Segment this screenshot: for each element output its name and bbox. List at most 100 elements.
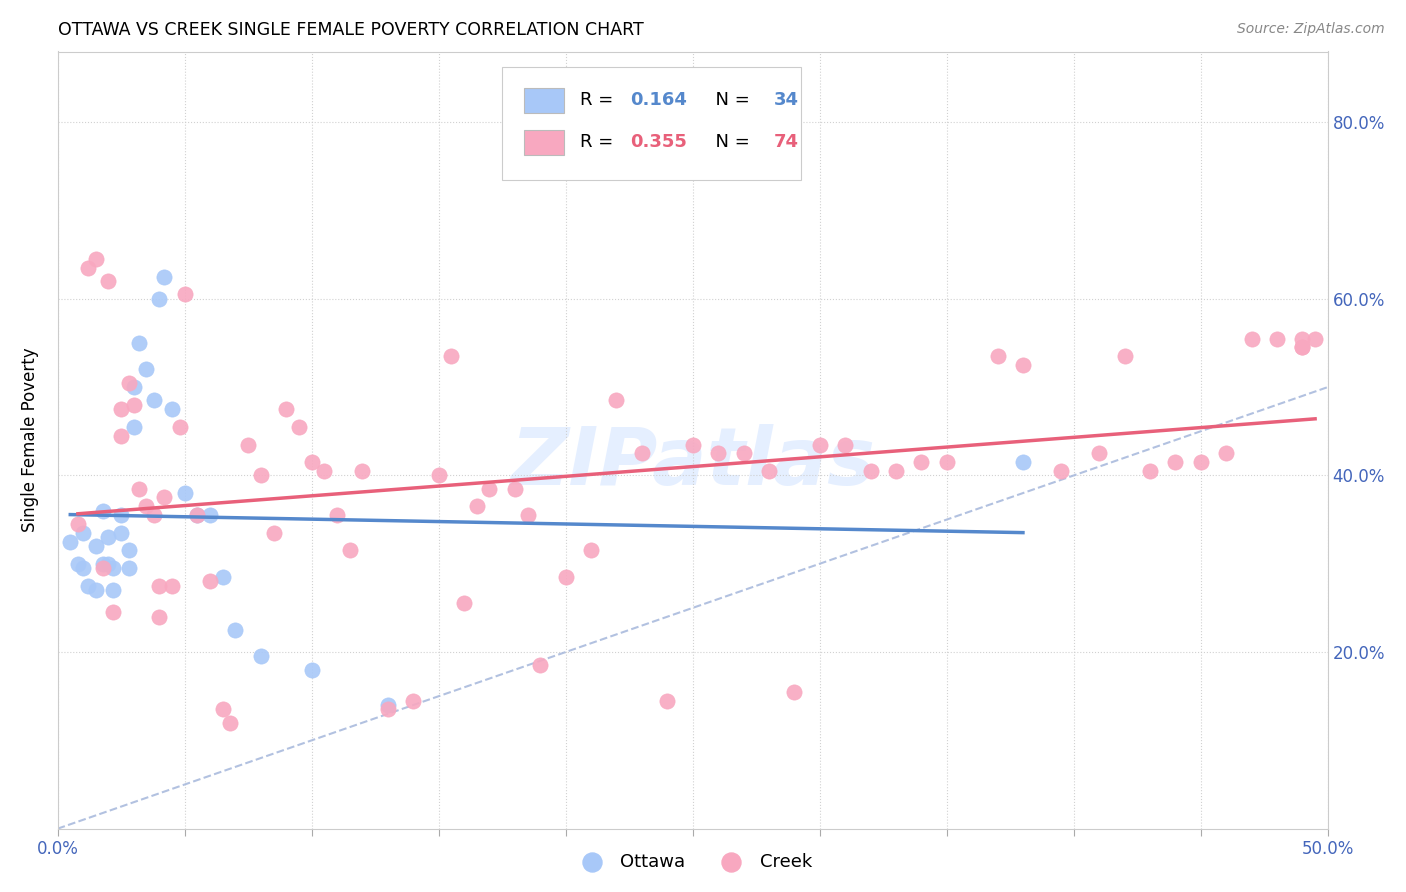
Text: 34: 34	[773, 92, 799, 110]
Point	[1291, 332, 1313, 346]
Point	[605, 393, 627, 408]
Point	[250, 649, 273, 664]
Point	[935, 455, 957, 469]
Point	[72, 561, 94, 575]
Point	[657, 693, 679, 707]
Point	[529, 658, 551, 673]
Point	[707, 446, 730, 460]
Point	[219, 715, 242, 730]
Point	[198, 574, 221, 589]
Point	[143, 393, 166, 408]
Point	[288, 420, 311, 434]
Point	[173, 486, 195, 500]
Point	[122, 380, 145, 394]
Point	[122, 398, 145, 412]
Point	[148, 292, 170, 306]
Point	[440, 349, 463, 363]
Text: 0.164: 0.164	[630, 92, 688, 110]
Point	[301, 663, 323, 677]
Point	[160, 579, 183, 593]
Point	[377, 702, 399, 716]
Point	[1189, 455, 1212, 469]
Point	[465, 500, 488, 514]
Y-axis label: Single Female Poverty: Single Female Poverty	[21, 348, 39, 533]
Point	[84, 252, 107, 266]
Point	[859, 464, 882, 478]
Point	[110, 402, 132, 417]
Point	[148, 609, 170, 624]
Point	[224, 623, 246, 637]
Point	[986, 349, 1008, 363]
Point	[97, 530, 120, 544]
Point	[103, 561, 125, 575]
Point	[103, 583, 125, 598]
Text: ZIPatlas: ZIPatlas	[510, 425, 875, 502]
Text: Source: ZipAtlas.com: Source: ZipAtlas.com	[1237, 22, 1385, 37]
Point	[1164, 455, 1187, 469]
Point	[1114, 349, 1136, 363]
Point	[783, 685, 806, 699]
Point	[59, 534, 82, 549]
Point	[198, 508, 221, 523]
Point	[97, 274, 120, 288]
Point	[276, 402, 298, 417]
Point	[135, 362, 157, 376]
Point	[211, 702, 233, 716]
Point	[110, 428, 132, 442]
Point	[733, 446, 755, 460]
Point	[682, 437, 704, 451]
Point	[118, 561, 141, 575]
Text: R =: R =	[579, 92, 619, 110]
Point	[84, 539, 107, 553]
Point	[153, 491, 176, 505]
Point	[808, 437, 831, 451]
Point	[1215, 446, 1237, 460]
Point	[250, 468, 273, 483]
Point	[91, 557, 114, 571]
Point	[631, 446, 654, 460]
Point	[910, 455, 932, 469]
Point	[1139, 464, 1161, 478]
Text: OTTAWA VS CREEK SINGLE FEMALE POVERTY CORRELATION CHART: OTTAWA VS CREEK SINGLE FEMALE POVERTY CO…	[58, 21, 644, 39]
Point	[1265, 332, 1288, 346]
Text: R =: R =	[579, 134, 619, 152]
Point	[118, 543, 141, 558]
Point	[211, 570, 233, 584]
Point	[143, 508, 166, 523]
Point	[1088, 446, 1111, 460]
Point	[1240, 332, 1263, 346]
Point	[402, 693, 425, 707]
Point	[1012, 358, 1035, 372]
Point	[84, 583, 107, 598]
Point	[579, 543, 602, 558]
Point	[884, 464, 907, 478]
Point	[66, 557, 89, 571]
Point	[91, 504, 114, 518]
Point	[160, 402, 183, 417]
Point	[758, 464, 780, 478]
Text: N =: N =	[704, 134, 755, 152]
Legend: Ottawa, Creek: Ottawa, Creek	[567, 846, 820, 878]
Point	[478, 482, 501, 496]
Point	[314, 464, 336, 478]
Point	[153, 269, 176, 284]
FancyBboxPatch shape	[502, 67, 800, 179]
Point	[554, 570, 576, 584]
Point	[1291, 340, 1313, 354]
Point	[148, 579, 170, 593]
Point	[1050, 464, 1073, 478]
Point	[128, 482, 150, 496]
Point	[77, 579, 100, 593]
Point	[110, 525, 132, 540]
Point	[516, 508, 538, 523]
Point	[326, 508, 349, 523]
Point	[97, 557, 120, 571]
Point	[110, 508, 132, 523]
Point	[1303, 332, 1326, 346]
Point	[91, 561, 114, 575]
Point	[128, 335, 150, 350]
Point	[186, 508, 208, 523]
Point	[135, 500, 157, 514]
Point	[169, 420, 191, 434]
Point	[339, 543, 361, 558]
